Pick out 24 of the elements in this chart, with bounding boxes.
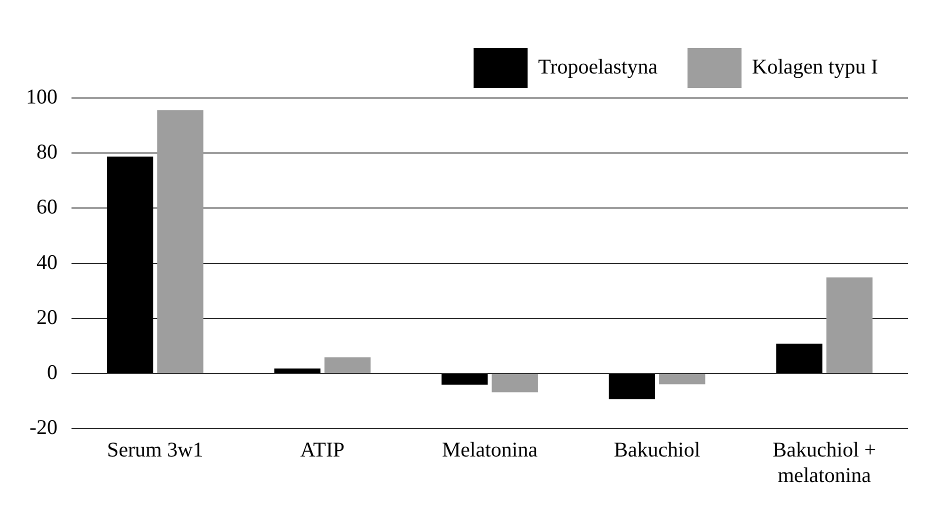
bar	[324, 357, 371, 373]
legend-label: Tropoelastyna	[538, 54, 658, 79]
bar	[776, 344, 822, 373]
bar	[157, 110, 204, 373]
x-tick-label: Bakuchiol + melatonina	[772, 438, 876, 487]
x-tick-label: Serum 3w1	[107, 438, 204, 462]
bar	[492, 374, 538, 392]
legend-label: Kolagen typu I	[752, 54, 878, 79]
y-tick-label: 20	[36, 304, 58, 329]
y-tick-label: 100	[26, 84, 58, 109]
bar	[106, 156, 154, 373]
y-tick-label: 60	[36, 194, 58, 219]
y-tick-label: 80	[36, 140, 58, 164]
bar	[442, 374, 488, 385]
y-tick-label: 40	[36, 250, 58, 274]
y-tick-label: 0	[47, 360, 58, 384]
bar	[608, 374, 656, 400]
x-tick-label: ATIP	[300, 438, 345, 462]
x-tick-label: Melatonina	[442, 438, 538, 462]
y-tick-label: -20	[30, 415, 58, 440]
x-tick-label: Bakuchiol	[614, 438, 700, 462]
bar	[274, 368, 320, 373]
bar	[826, 277, 873, 373]
bar	[659, 374, 706, 384]
